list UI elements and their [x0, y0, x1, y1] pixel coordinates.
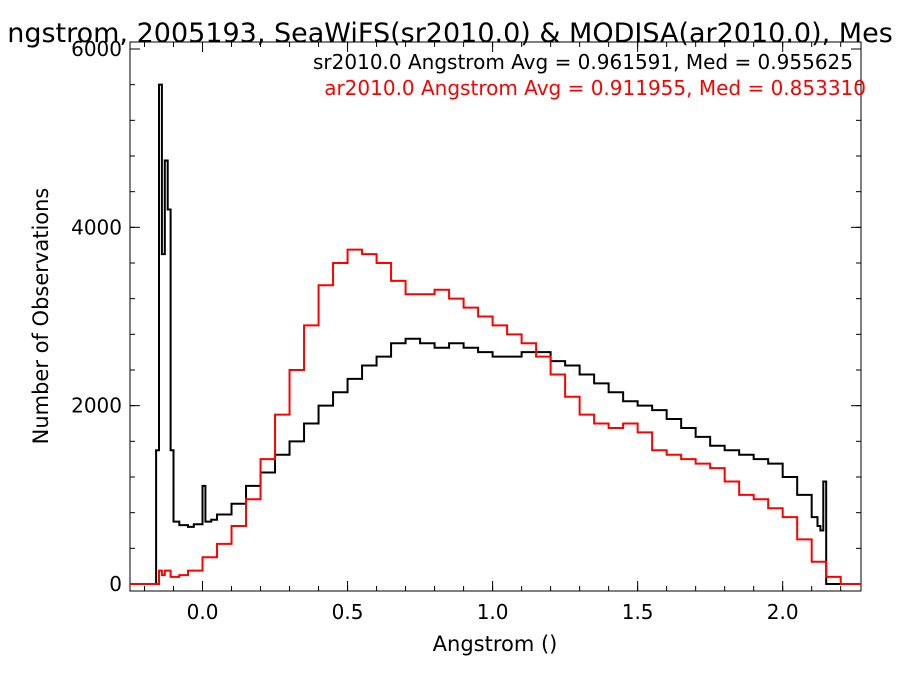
- y-axis-ticks: 0 2000 4000 6000: [71, 37, 861, 596]
- x-axis-ticks: 0.0 0.5 1.0 1.5 2.0: [144, 42, 842, 624]
- y-tick-label: 0: [109, 572, 122, 596]
- x-tick-label: 1.0: [477, 600, 509, 624]
- series-layer: [130, 83, 861, 585]
- plot-frame: [129, 41, 862, 592]
- y-axis-label: Number of Observations: [29, 188, 53, 445]
- series-sr2010-line: [130, 83, 861, 585]
- annotation-ar2010: ar2010.0 Angstrom Avg = 0.911955, Med = …: [324, 76, 866, 100]
- x-tick-label: 2.0: [767, 600, 799, 624]
- y-tick-label: 4000: [71, 215, 122, 239]
- chart-title: ngstrom, 2005193, SeaWiFS(sr2010.0) & MO…: [7, 18, 893, 49]
- y-tick-label: 2000: [71, 394, 122, 418]
- annotation-sr2010: sr2010.0 Angstrom Avg = 0.961591, Med = …: [313, 50, 853, 74]
- x-tick-label: 1.5: [622, 600, 654, 624]
- x-tick-label: 0.5: [332, 600, 364, 624]
- x-tick-label: 0.0: [187, 600, 219, 624]
- series-ar2010-line: [130, 248, 861, 585]
- x-axis-label: Angstrom (): [433, 632, 558, 656]
- y-tick-label: 6000: [71, 37, 122, 61]
